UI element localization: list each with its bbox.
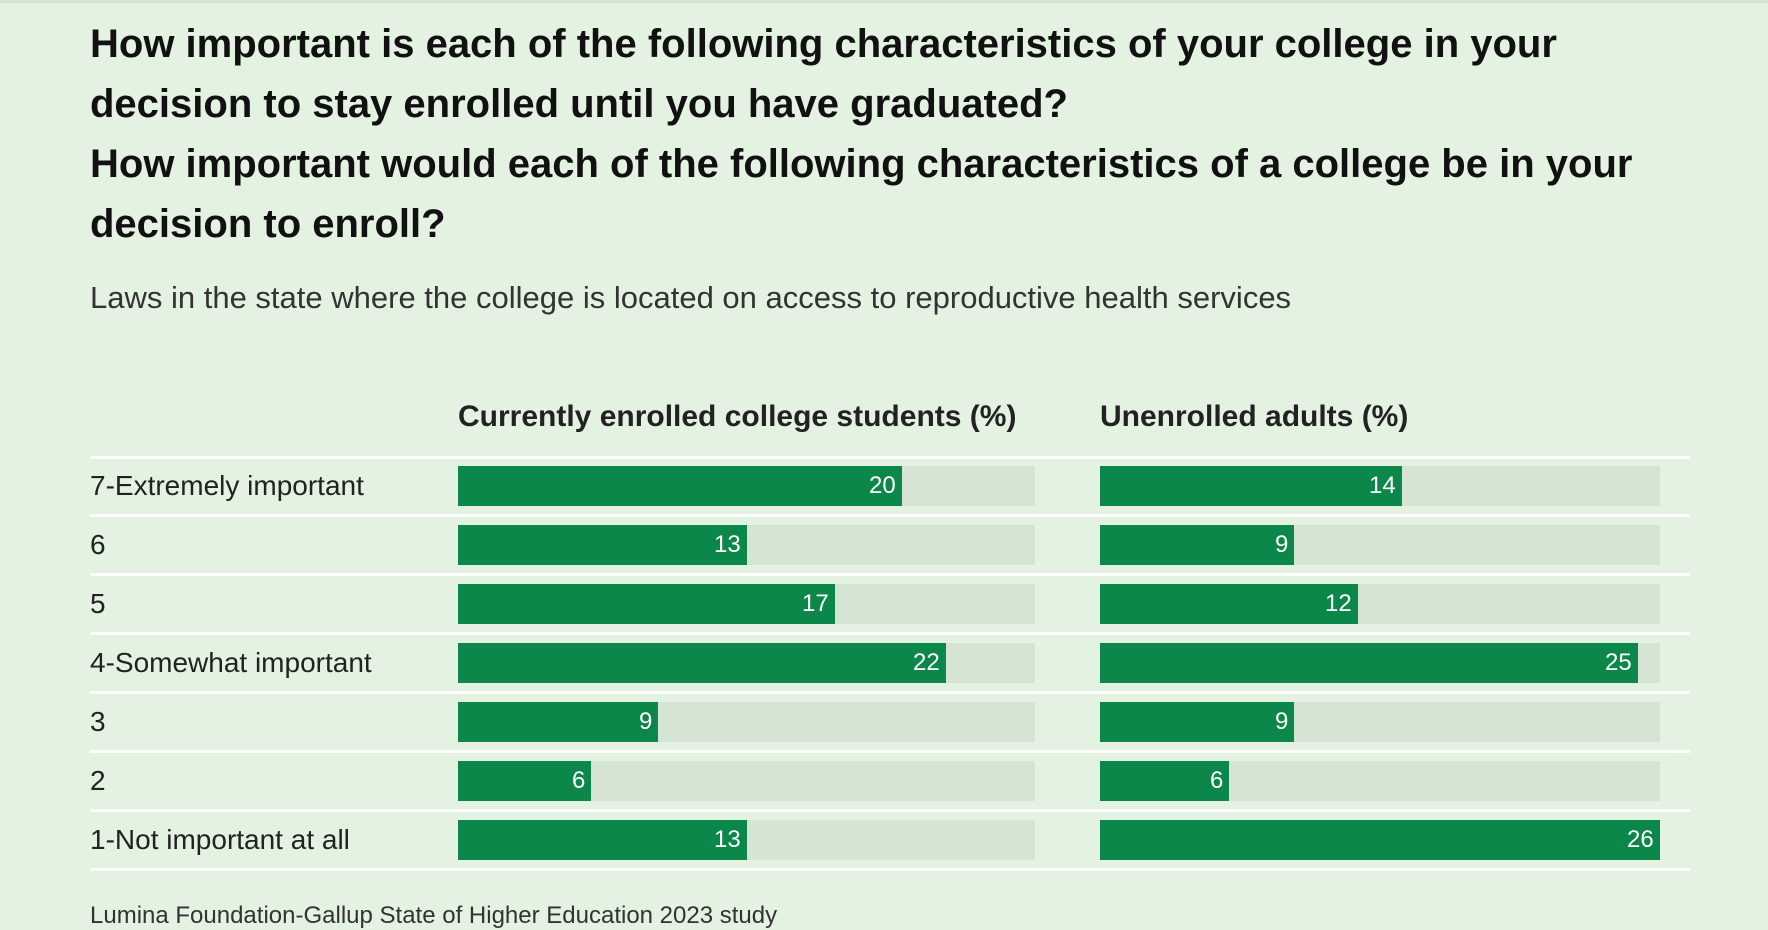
- title-line-1: How important is each of the following c…: [90, 22, 1557, 66]
- bar-unenrolled: [1100, 643, 1638, 683]
- bar-value-label: 12: [1325, 590, 1352, 617]
- category-label: 7-Extremely important: [90, 470, 364, 501]
- bar-track: 13: [458, 820, 1035, 860]
- bar-value-label: 6: [1210, 767, 1224, 794]
- bar-enrolled: [458, 820, 747, 860]
- bar-track: 26: [1100, 820, 1660, 860]
- bar-value-label: 6: [572, 767, 586, 794]
- bar-track: 25: [1100, 643, 1660, 683]
- bar-value-label: 22: [913, 649, 940, 676]
- bar-enrolled: [458, 466, 902, 506]
- bar-value-label: 20: [869, 472, 896, 499]
- bar-enrolled: [458, 584, 835, 624]
- bar-value-label: 9: [639, 708, 653, 735]
- title-line-4: decision to enroll?: [90, 202, 446, 246]
- row-divider: [90, 691, 1690, 694]
- category-label: 1-Not important at all: [90, 824, 350, 855]
- bar-unenrolled: [1100, 820, 1660, 860]
- row-divider: [90, 632, 1690, 635]
- bar-value-label: 26: [1627, 826, 1654, 853]
- bar-unenrolled: [1100, 466, 1402, 506]
- bar-enrolled: [458, 702, 658, 742]
- bar-track: 17: [458, 584, 1035, 624]
- category-label: 3: [90, 706, 106, 737]
- bar-value-label: 25: [1605, 649, 1632, 676]
- bar-track: 14: [1100, 466, 1660, 506]
- bar-value-label: 14: [1369, 472, 1396, 499]
- row-divider: [90, 809, 1690, 812]
- bar-value-label: 17: [802, 590, 829, 617]
- series-header-unenrolled: Unenrolled adults (%): [1100, 400, 1409, 433]
- bar-track: 22: [458, 643, 1035, 683]
- chart-title: How important is each of the following c…: [90, 14, 1730, 254]
- bar-enrolled: [458, 643, 946, 683]
- source-note: Lumina Foundation-Gallup State of Higher…: [90, 902, 778, 929]
- series-header-enrolled: Currently enrolled college students (%): [458, 400, 1017, 433]
- row-divider: [90, 750, 1690, 753]
- row-divider: [90, 514, 1690, 517]
- top-border: [0, 0, 1768, 3]
- bar-track: 9: [458, 702, 1035, 742]
- category-label: 4-Somewhat important: [90, 647, 372, 678]
- bar-value-label: 9: [1275, 708, 1289, 735]
- bar-track: 13: [458, 525, 1035, 565]
- bar-track: 9: [1100, 702, 1660, 742]
- chart-subtitle: Laws in the state where the college is l…: [90, 280, 1292, 315]
- bar-value-label: 13: [714, 531, 741, 558]
- category-label: 5: [90, 588, 106, 619]
- bar-value-label: 9: [1275, 531, 1289, 558]
- category-label: 2: [90, 765, 106, 796]
- bar-value-label: 13: [714, 826, 741, 853]
- title-line-3: How important would each of the followin…: [90, 142, 1633, 186]
- row-divider: [90, 868, 1690, 871]
- bar-track: 6: [1100, 761, 1660, 801]
- bar-unenrolled: [1100, 702, 1294, 742]
- bar-enrolled: [458, 525, 747, 565]
- row-divider: [90, 573, 1690, 576]
- bar-unenrolled: [1100, 761, 1229, 801]
- bar-track: 9: [1100, 525, 1660, 565]
- bar-track: 12: [1100, 584, 1660, 624]
- bar-unenrolled: [1100, 584, 1358, 624]
- bar-track: 20: [458, 466, 1035, 506]
- bar-enrolled: [458, 761, 591, 801]
- category-label: 6: [90, 529, 106, 560]
- bar-track: 6: [458, 761, 1035, 801]
- row-divider: [90, 456, 1690, 459]
- title-line-2: decision to stay enrolled until you have…: [90, 82, 1068, 126]
- bar-unenrolled: [1100, 525, 1294, 565]
